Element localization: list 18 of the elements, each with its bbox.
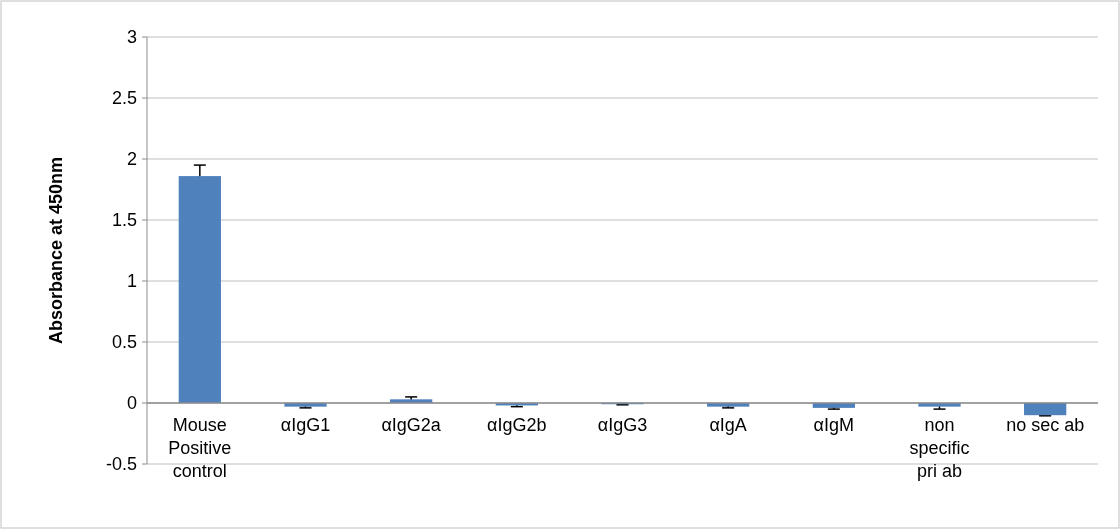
y-tick-label: 3: [126, 27, 137, 48]
y-axis-title: Absorbance at 450nm: [46, 156, 66, 345]
y-tick-label: -0.5: [105, 454, 137, 475]
x-tick-label: αIgG1: [280, 415, 331, 435]
y-tick-label: 0.5: [111, 332, 137, 353]
x-tick-label: αIgG3: [597, 415, 648, 435]
y-tick-label: 1.5: [111, 210, 137, 231]
y-tick-label: 2.5: [111, 88, 137, 109]
x-tick-label: αIgG2b: [487, 415, 547, 435]
x-tick-label: αIgG2a: [381, 415, 442, 435]
y-tick-label: 1: [126, 271, 137, 292]
x-tick-label: Mouse Positive control: [168, 415, 232, 481]
x-tick-label: αIgM: [813, 415, 855, 435]
x-tick-label: no sec ab: [1006, 415, 1085, 435]
y-tick-label: 2: [126, 149, 137, 170]
x-tick-label: αIgA: [709, 415, 747, 435]
x-tick-label: non specific pri ab: [909, 415, 970, 481]
y-tick-label: 0: [126, 393, 137, 414]
